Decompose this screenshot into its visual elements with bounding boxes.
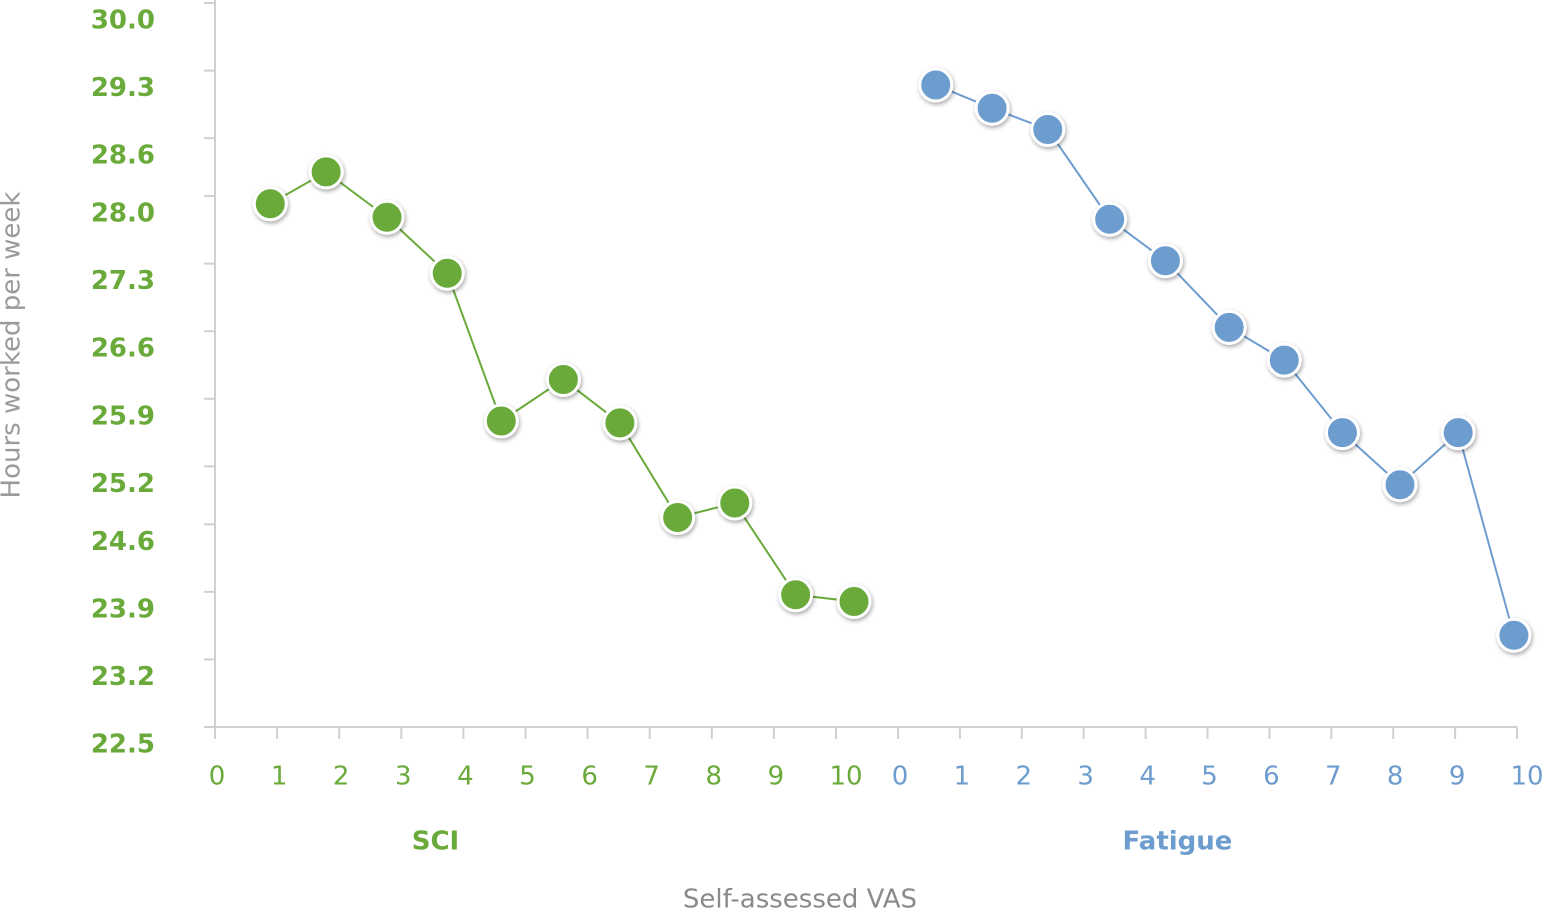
point (974, 90, 1010, 126)
y-tick-label: 28.0 (91, 199, 155, 229)
point (602, 405, 638, 441)
point (369, 199, 405, 235)
x-tick-label: 2 (1016, 762, 1033, 792)
x-tick-label: 5 (519, 762, 536, 792)
y-tick-label: 23.2 (91, 662, 155, 692)
x-tick-label: 7 (643, 762, 660, 792)
x-tick-label: 9 (768, 762, 785, 792)
x-tick-label: 8 (1387, 762, 1404, 792)
point (660, 500, 696, 536)
x-tick-label: 3 (1077, 762, 1094, 792)
y-tick-label: 22.5 (91, 730, 155, 760)
y-tick-label: 30.0 (91, 6, 155, 36)
y-tick-label: 24.6 (91, 527, 155, 557)
point (778, 577, 814, 613)
point (1440, 415, 1476, 451)
point (836, 584, 872, 620)
x-tick-label: 4 (1139, 762, 1156, 792)
point (717, 485, 753, 521)
x-tick-label: 3 (395, 762, 412, 792)
y-tick-label: 29.3 (91, 73, 155, 103)
point (1382, 467, 1418, 503)
series-line (935, 84, 1515, 636)
x-tick-label: 6 (581, 762, 598, 792)
x-tick-label: 4 (457, 762, 474, 792)
x-tick-label: 9 (1449, 762, 1466, 792)
point (1496, 617, 1532, 653)
point (429, 255, 465, 291)
point (545, 361, 581, 397)
x-tick-label: 0 (892, 762, 909, 792)
x-tick-label: 8 (706, 762, 723, 792)
x-tick-label: 0 (209, 762, 226, 792)
panel-label: SCI (412, 827, 459, 857)
y-tick-label: 25.2 (91, 469, 155, 499)
point (1211, 309, 1247, 345)
x-axis-title: Self-assessed VAS (683, 885, 917, 914)
point (308, 154, 344, 190)
x-tick-label: 10 (829, 762, 862, 792)
x-tick-label: 6 (1263, 762, 1280, 792)
y-tick-label: 28.6 (91, 141, 155, 171)
x-tick-label: 7 (1325, 762, 1342, 792)
y-tick-label: 26.6 (91, 334, 155, 364)
point (252, 186, 288, 222)
point (1030, 111, 1066, 147)
y-axis-title: Hours worked per week (0, 192, 27, 499)
point (918, 67, 954, 103)
x-tick-label: 10 (1510, 762, 1543, 792)
point (1092, 201, 1128, 237)
point (1266, 342, 1302, 378)
panel-label: Fatigue (1123, 827, 1233, 857)
x-tick-label: 1 (954, 762, 971, 792)
y-tick-label: 23.9 (91, 594, 155, 624)
point (1324, 415, 1360, 451)
x-tick-label: 5 (1201, 762, 1218, 792)
point (1147, 243, 1183, 279)
y-tick-label: 25.9 (91, 401, 155, 431)
point (483, 403, 519, 439)
y-tick-label: 27.3 (91, 266, 155, 296)
x-tick-label: 2 (333, 762, 350, 792)
x-tick-label: 1 (271, 762, 288, 792)
